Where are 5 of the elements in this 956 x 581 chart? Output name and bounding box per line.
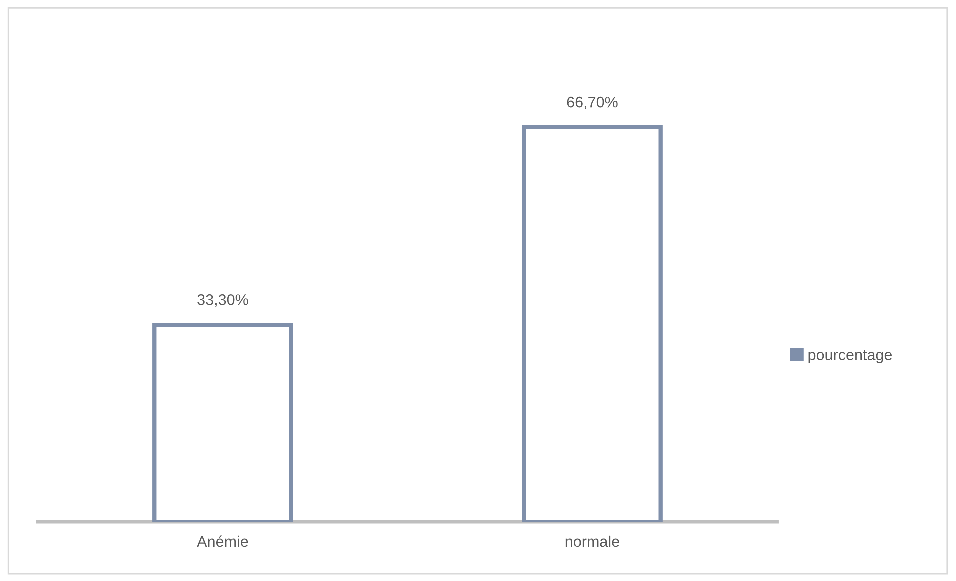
legend-label: pourcentage — [808, 350, 892, 364]
x-tick-label: Anémie — [197, 536, 248, 548]
x-tick-label: normale — [566, 536, 620, 548]
data-label: 66,70% — [567, 96, 618, 110]
data-label: 33,30% — [198, 294, 248, 308]
